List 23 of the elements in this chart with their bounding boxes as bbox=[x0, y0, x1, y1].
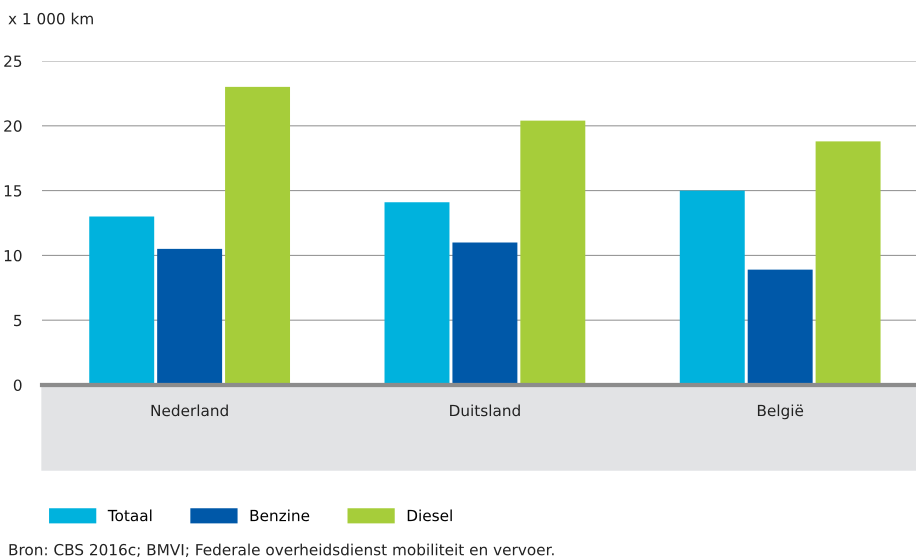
bar bbox=[225, 86, 290, 385]
bar bbox=[89, 216, 154, 385]
bar bbox=[520, 120, 586, 385]
x-tick-label: Duitsland bbox=[450, 404, 520, 416]
x-tick-label: België bbox=[758, 404, 804, 420]
bar bbox=[680, 190, 745, 385]
bar bbox=[452, 242, 518, 385]
legend-label: Diesel bbox=[408, 509, 452, 522]
text: Bron: CBS 2016c; BMVI; Federale overheidsdienst mobiliteit en vervoer. bbox=[10, 544, 554, 557]
y-tick-label: 15 bbox=[4, 185, 22, 197]
bar bbox=[816, 141, 881, 385]
legend-label: Benzine bbox=[250, 509, 310, 522]
y-tick-label: 20 bbox=[4, 120, 22, 132]
bar bbox=[748, 270, 813, 385]
y-tick-label: 10 bbox=[4, 250, 22, 262]
y-tick-label: 0 bbox=[14, 379, 22, 392]
x-tick-label: Nederland bbox=[152, 404, 228, 416]
y-tick-label: 25 bbox=[4, 55, 22, 68]
y-axis-title: x 1 000 km bbox=[8, 12, 93, 24]
legend-label: Totaal bbox=[108, 509, 152, 522]
bar bbox=[157, 248, 222, 385]
y-tick-label: 5 bbox=[14, 314, 22, 326]
bar bbox=[384, 202, 450, 385]
